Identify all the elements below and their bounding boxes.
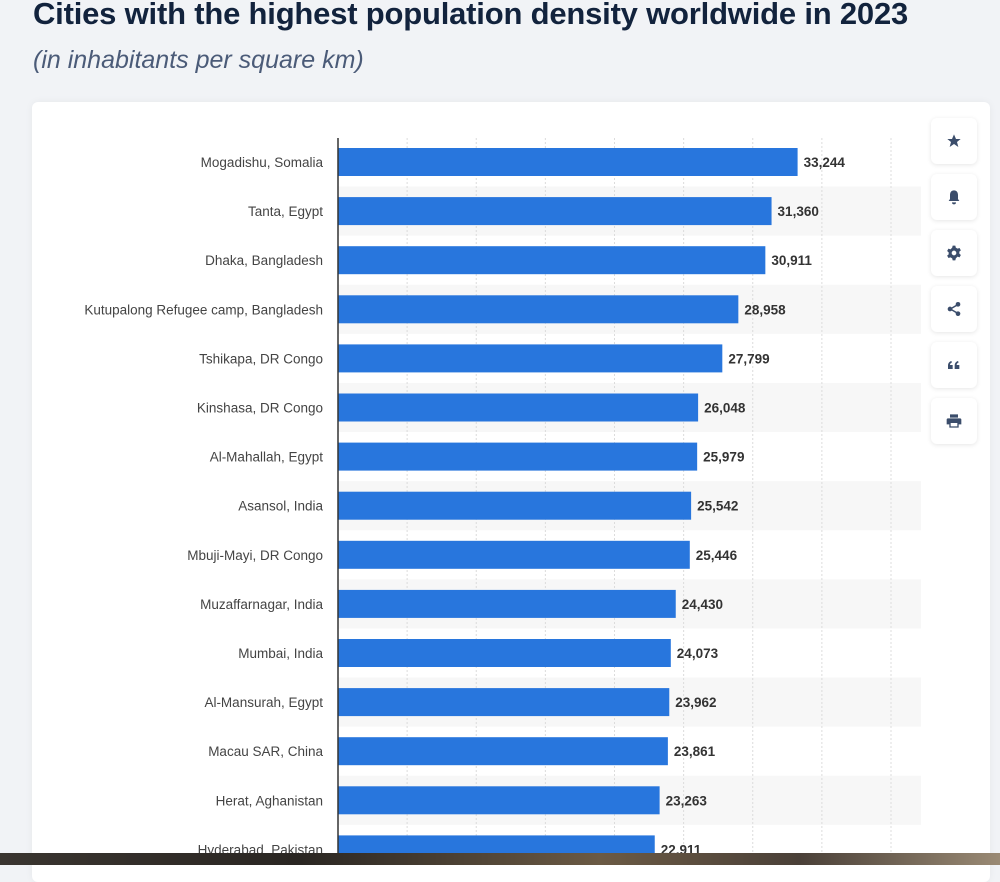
page-subtitle: (in inhabitants per square km) bbox=[33, 46, 364, 74]
settings-button[interactable] bbox=[931, 230, 977, 276]
value-label: 25,979 bbox=[703, 450, 744, 465]
favorite-button[interactable] bbox=[931, 118, 977, 164]
category-label: Mogadishu, Somalia bbox=[201, 155, 324, 170]
bar bbox=[338, 295, 739, 324]
value-label: 24,430 bbox=[682, 597, 723, 612]
quote-icon bbox=[948, 361, 960, 369]
value-label: 24,073 bbox=[677, 646, 719, 661]
bar bbox=[338, 442, 698, 471]
category-label: Kutupalong Refugee camp, Bangladesh bbox=[84, 302, 323, 317]
background-strip bbox=[0, 853, 1000, 865]
category-label: Kinshasa, DR Congo bbox=[197, 401, 323, 416]
category-label: Macau SAR, China bbox=[208, 744, 323, 759]
bar bbox=[338, 786, 660, 815]
value-label: 23,962 bbox=[675, 695, 716, 710]
value-label: 25,446 bbox=[696, 548, 738, 563]
cite-button[interactable] bbox=[931, 342, 977, 388]
bar bbox=[338, 246, 766, 275]
category-label: Hyderabad, Pakistan bbox=[198, 842, 323, 857]
bar bbox=[338, 737, 668, 766]
value-label: 26,048 bbox=[704, 401, 746, 416]
category-label: Muzaffarnagar, India bbox=[200, 597, 323, 612]
star-icon bbox=[947, 134, 961, 147]
value-label: 25,542 bbox=[697, 499, 738, 514]
bell-icon bbox=[948, 190, 960, 205]
category-label: Herat, Aghanistan bbox=[216, 793, 323, 808]
bar bbox=[338, 344, 723, 373]
value-label: 28,958 bbox=[744, 302, 786, 317]
bar bbox=[338, 639, 671, 667]
print-icon bbox=[946, 414, 962, 428]
value-label: 27,799 bbox=[728, 351, 769, 366]
bar bbox=[338, 148, 798, 176]
bar bbox=[338, 835, 655, 853]
bar bbox=[338, 491, 692, 520]
bar bbox=[338, 197, 772, 226]
value-label: 22,911 bbox=[661, 842, 702, 857]
category-label: Al-Mansurah, Egypt bbox=[204, 695, 323, 710]
category-label: Dhaka, Bangladesh bbox=[205, 253, 323, 268]
share-icon bbox=[947, 302, 961, 316]
value-label: 30,911 bbox=[771, 253, 812, 268]
plot-area: Mogadishu, Somalia 33,244 Tanta, Egypt 31,3… bbox=[84, 138, 921, 857]
gear-icon bbox=[947, 245, 961, 261]
print-button[interactable] bbox=[931, 398, 977, 444]
category-label: Mbuji-Mayi, DR Congo bbox=[187, 548, 323, 563]
bar bbox=[338, 589, 676, 618]
category-label: Asansol, India bbox=[238, 499, 323, 514]
value-label: 31,360 bbox=[778, 204, 819, 219]
category-label: Al-Mahallah, Egypt bbox=[210, 450, 324, 465]
value-label: 23,861 bbox=[674, 744, 716, 759]
value-label: 33,244 bbox=[804, 155, 846, 170]
notification-button[interactable] bbox=[931, 174, 977, 220]
category-label: Tanta, Egypt bbox=[248, 204, 323, 219]
bar bbox=[338, 688, 670, 717]
category-label: Tshikapa, DR Congo bbox=[199, 351, 323, 366]
bar bbox=[338, 540, 690, 569]
chart-toolbar bbox=[931, 118, 977, 454]
category-label: Mumbai, India bbox=[238, 646, 323, 661]
share-button[interactable] bbox=[931, 286, 977, 332]
bar bbox=[338, 393, 699, 422]
value-label: 23,263 bbox=[666, 793, 708, 808]
page-title: Cities with the highest population densi… bbox=[33, 0, 909, 31]
